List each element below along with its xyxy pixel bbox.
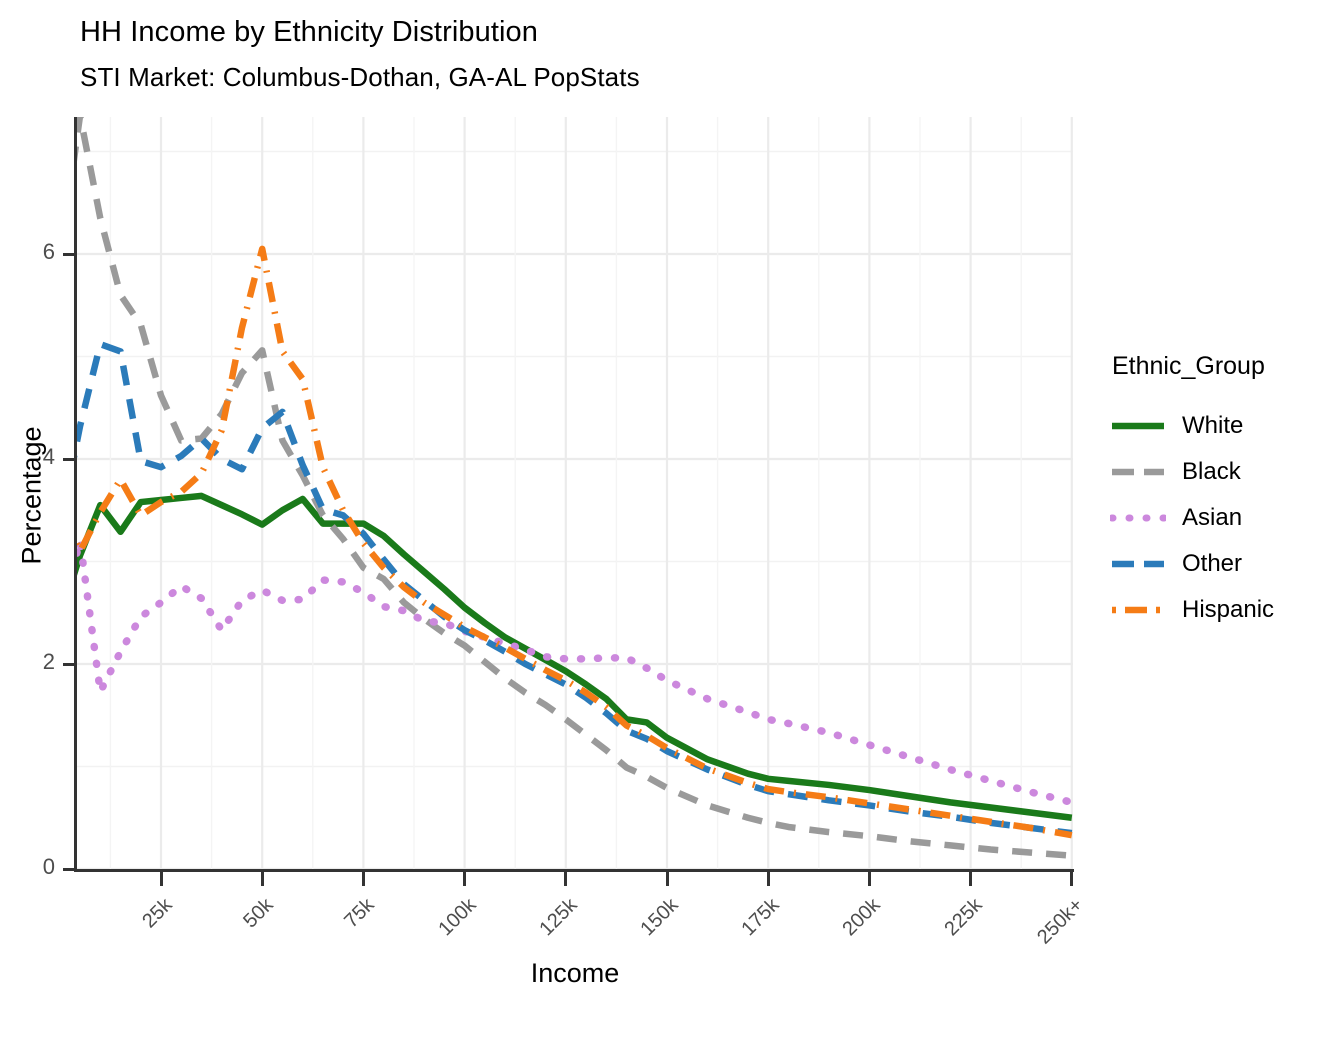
y-tick-mark — [63, 662, 77, 666]
chart-title: HH Income by Ethnicity Distribution — [80, 16, 538, 48]
grid-lines — [77, 117, 1073, 870]
y-axis-line — [74, 117, 77, 872]
y-tick-mark — [63, 457, 77, 461]
y-axis-title: Percentage — [16, 426, 47, 565]
y-tick-label-6: 6 — [42, 239, 55, 264]
legend-swatch-hispanic-icon — [1110, 597, 1166, 623]
data-series — [77, 117, 1073, 859]
x-tick-mark — [766, 872, 770, 886]
legend-label: Black — [1182, 458, 1241, 485]
y-tick-label-2: 2 — [42, 649, 55, 674]
chart-subtitle: STI Market: Columbus-Dothan, GA-AL PopSt… — [80, 62, 640, 92]
legend-label: Hispanic — [1182, 596, 1275, 623]
y-tick-mark — [63, 867, 77, 871]
x-tick-mark — [463, 872, 467, 886]
x-tick-mark — [1070, 872, 1074, 886]
legend-swatch-white-icon — [1110, 413, 1166, 439]
y-tick-mark — [63, 252, 77, 256]
x-tick-mark — [564, 872, 568, 886]
y-tick-label-4: 4 — [42, 444, 55, 469]
legend-label: Other — [1182, 550, 1243, 577]
series-line-black — [77, 117, 1073, 859]
legend-swatch-black-icon — [1110, 459, 1166, 485]
plot-panel — [77, 117, 1073, 870]
x-tick-mark — [159, 872, 163, 886]
y-tick-label-0: 0 — [42, 854, 55, 879]
plot-area — [77, 117, 1073, 870]
legend-item-other[interactable]: Other — [1110, 541, 1340, 587]
legend: Ethnic_Group White Black Asian Other Hispani… — [1110, 352, 1340, 633]
legend-item-hispanic[interactable]: Hispanic — [1110, 587, 1340, 633]
x-tick-mark — [867, 872, 871, 886]
legend-label: Asian — [1182, 504, 1243, 531]
legend-items: White Black Asian Other Hispanic — [1110, 403, 1340, 633]
legend-label: White — [1182, 412, 1244, 439]
x-tick-mark — [665, 872, 669, 886]
series-line-white — [77, 492, 1073, 821]
legend-item-white[interactable]: White — [1110, 403, 1340, 449]
legend-item-black[interactable]: Black — [1110, 449, 1340, 495]
series-line-hispanic — [77, 245, 1073, 839]
legend-item-asian[interactable]: Asian — [1110, 495, 1340, 541]
series-line-asian — [77, 537, 1073, 807]
x-tick-mark — [969, 872, 973, 886]
x-axis-line — [74, 869, 1074, 872]
x-axis-title: Income — [530, 958, 620, 988]
chart-page: HH Income by Ethnicity Distribution STI … — [16, 16, 1340, 988]
legend-title: Ethnic_Group — [1112, 352, 1265, 380]
x-tick-mark — [260, 872, 264, 886]
legend-swatch-other-icon — [1110, 551, 1166, 577]
legend-swatch-asian-icon — [1110, 505, 1166, 531]
x-tick-mark — [361, 872, 365, 886]
